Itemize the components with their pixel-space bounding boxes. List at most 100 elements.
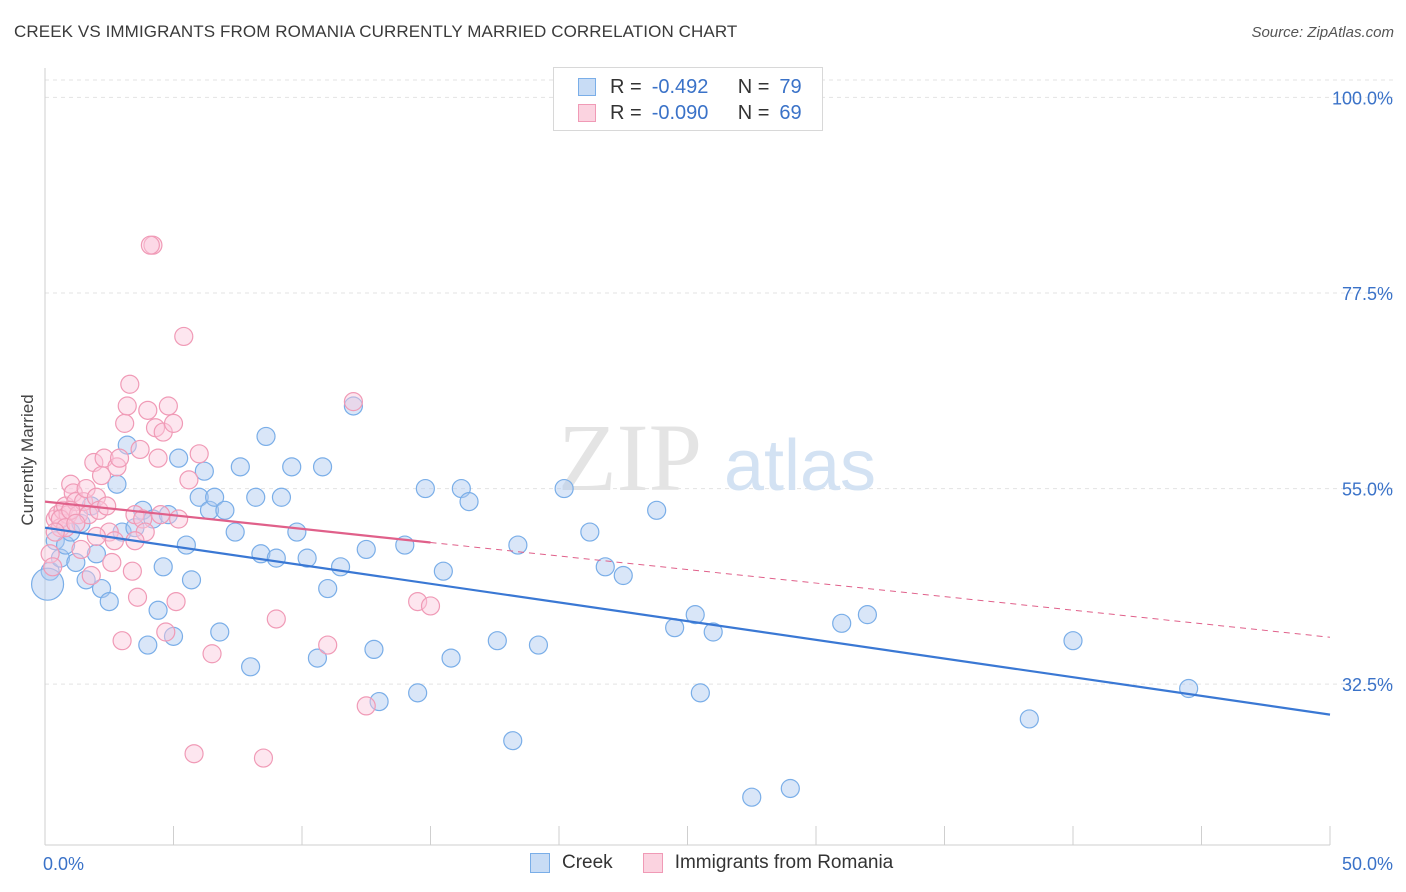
- watermark-atlas: atlas: [724, 426, 876, 506]
- legend-r-value-creek: -0.492: [651, 75, 709, 98]
- creek-point: [210, 622, 230, 642]
- creek-point: [181, 570, 202, 590]
- creek-point: [580, 522, 600, 542]
- romania-point: [158, 396, 178, 416]
- creek-point: [241, 657, 261, 677]
- romania-point: [109, 448, 130, 468]
- romania-point: [97, 496, 117, 516]
- creek-point: [528, 635, 549, 655]
- romania-point: [202, 644, 222, 664]
- y-tick-label: 55.0%: [1342, 480, 1393, 500]
- creek-point: [554, 478, 574, 499]
- romania-point: [104, 531, 124, 551]
- trend-lines: [44, 500, 1331, 716]
- creek-point: [307, 648, 328, 668]
- romania-point: [130, 439, 150, 460]
- creek-point: [441, 648, 461, 668]
- romania-point: [408, 591, 428, 612]
- legend-label-romania: Immigrants from Romania: [674, 852, 894, 873]
- romania-point: [112, 631, 132, 651]
- creek-point: [318, 578, 338, 599]
- romania-point: [184, 744, 204, 764]
- y-tick-label: 100.0%: [1332, 88, 1393, 108]
- legend-row-romania: R = -0.090 N = 69: [578, 101, 802, 125]
- tick-labels: 32.5% 55.0% 77.5% 100.0% 0.0% 50.0%: [43, 88, 1393, 874]
- creek-point: [287, 522, 307, 542]
- axes: [44, 68, 1331, 846]
- legend-r-label: R =: [610, 101, 642, 124]
- x-tick-label-min: 0.0%: [43, 854, 84, 874]
- romania-point: [71, 539, 91, 560]
- creek-point: [408, 683, 428, 703]
- creek-point: [30, 567, 65, 601]
- romania-point: [266, 609, 286, 629]
- romania-point: [156, 622, 176, 642]
- creek-point: [415, 478, 435, 499]
- romania-trend-extension: [430, 541, 1331, 638]
- romania-point: [140, 235, 160, 255]
- creek-point: [330, 557, 351, 577]
- romania-point: [138, 400, 158, 420]
- creek-point: [508, 535, 528, 555]
- creek-point: [312, 457, 333, 477]
- creek-point: [194, 461, 214, 481]
- romania-point: [45, 522, 65, 542]
- source-label: Source: ZipAtlas.com: [1251, 24, 1394, 41]
- creek-point: [1063, 631, 1083, 651]
- y-tick-label: 77.5%: [1342, 284, 1393, 304]
- romania-point: [148, 448, 168, 468]
- creek-point: [99, 591, 119, 612]
- creek-point: [176, 535, 196, 555]
- romania-points: [40, 235, 441, 768]
- creek-point: [225, 522, 245, 542]
- creek-point: [230, 457, 250, 477]
- legend-n-value-creek: 79: [779, 75, 802, 98]
- creek-point: [780, 778, 800, 799]
- x-tick-label-max: 50.0%: [1342, 854, 1393, 874]
- romania-point: [318, 635, 338, 655]
- creek-point: [107, 474, 127, 494]
- legend-n-label: N =: [737, 101, 770, 124]
- chart-title: CREEK VS IMMIGRANTS FROM ROMANIA CURRENT…: [14, 22, 738, 41]
- creek-point: [595, 557, 615, 577]
- legend-label-creek: Creek: [562, 852, 613, 873]
- romania-point: [420, 596, 441, 616]
- creek-point: [685, 605, 705, 625]
- romania-point: [253, 748, 274, 768]
- creek-point: [256, 426, 276, 447]
- romania-point: [115, 413, 135, 433]
- romania-point: [102, 552, 122, 573]
- creek-point: [266, 548, 286, 568]
- romania-point: [174, 326, 194, 347]
- legend-item-creek[interactable]: Creek: [530, 852, 613, 874]
- creek-point: [832, 613, 852, 633]
- creek-point: [1019, 709, 1039, 729]
- creek-point: [189, 487, 209, 507]
- watermark-zip: ZIP: [558, 404, 702, 511]
- creek-point: [665, 618, 685, 638]
- creek-point: [613, 565, 633, 586]
- legend-swatch-creek: [530, 853, 550, 873]
- creek-point: [148, 600, 168, 620]
- romania-point: [179, 470, 199, 490]
- creek-point: [433, 561, 453, 581]
- creek-point: [487, 631, 507, 651]
- creek-point: [647, 500, 667, 520]
- legend-n-value-romania: 69: [779, 101, 802, 124]
- creek-point: [282, 457, 302, 477]
- watermark: ZIP atlas: [558, 404, 876, 511]
- creek-point: [271, 487, 292, 507]
- legend-swatch-romania: [642, 853, 663, 873]
- romania-point: [189, 444, 209, 464]
- creek-trend-line: [44, 526, 1331, 716]
- stats-legend: R = -0.492 N = 79 R = -0.090 N = 69: [553, 67, 823, 131]
- romania-point: [127, 587, 148, 607]
- creek-point: [857, 605, 878, 625]
- romania-point: [66, 513, 86, 533]
- creek-point: [153, 557, 173, 577]
- creek-point: [138, 635, 158, 655]
- legend-item-romania[interactable]: Immigrants from Romania: [642, 852, 894, 874]
- romania-point: [356, 696, 376, 716]
- creek-point: [86, 544, 107, 564]
